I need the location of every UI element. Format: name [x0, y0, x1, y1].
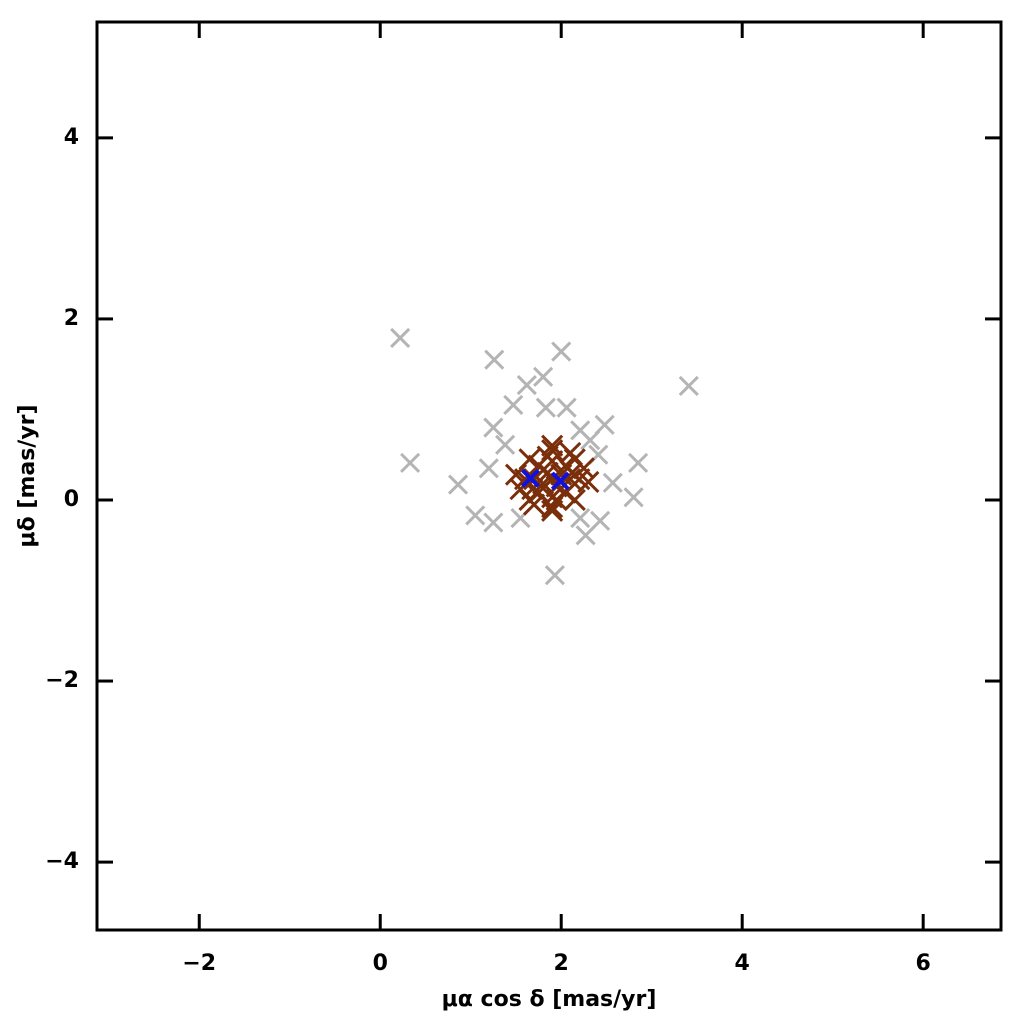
point-marker: [545, 488, 568, 512]
y-tick-label: 0: [64, 487, 79, 512]
x-tick-label: 4: [735, 951, 750, 976]
point-marker: [532, 472, 555, 495]
cross-stroke: [559, 441, 582, 464]
point-marker: [516, 374, 537, 396]
cross-stroke: [563, 488, 586, 512]
cross-stroke: [623, 487, 644, 508]
point-marker: [550, 471, 570, 491]
cross-stroke: [545, 488, 568, 512]
cross-stroke: [533, 366, 554, 387]
point-marker: [390, 327, 411, 349]
cross-stroke: [521, 478, 544, 501]
cross-stroke: [551, 341, 572, 362]
point-marker: [541, 496, 564, 519]
point-marker: [533, 366, 554, 387]
point-marker: [484, 349, 505, 370]
point-marker: [503, 394, 524, 415]
y-axis-label: μδ [mas/yr]: [15, 404, 40, 547]
point-marker: [628, 452, 649, 473]
point-marker: [580, 430, 601, 451]
y-tick-label: −2: [45, 668, 79, 693]
point-marker: [602, 472, 623, 493]
cross-stroke: [495, 434, 516, 455]
plot-frame: [95, 20, 1003, 932]
x-tick-label: −2: [182, 951, 216, 976]
point-marker: [483, 417, 504, 438]
cross-stroke: [570, 508, 591, 529]
cross-stroke: [484, 349, 505, 370]
x-tick-label: 0: [373, 951, 388, 976]
point-marker: [521, 468, 540, 488]
cross-stroke: [516, 374, 537, 396]
point-marker: [400, 452, 421, 473]
cross-stroke: [504, 463, 528, 486]
cross-stroke: [478, 458, 499, 479]
cross-stroke: [532, 472, 555, 495]
point-marker: [535, 397, 556, 418]
cross-stroke: [602, 472, 623, 493]
y-tick-label: 2: [64, 306, 79, 331]
point-marker: [570, 508, 591, 529]
point-marker: [551, 341, 572, 362]
cross-stroke: [678, 375, 699, 396]
cross-stroke: [570, 420, 591, 441]
cross-stroke: [550, 471, 570, 491]
point-marker: [465, 505, 486, 526]
point-marker: [483, 512, 504, 533]
cross-stroke: [535, 397, 556, 418]
x-tick-label: 6: [916, 951, 931, 976]
cross-stroke: [544, 565, 565, 586]
cross-stroke: [465, 505, 486, 526]
y-tick-label: 4: [64, 125, 79, 150]
cross-stroke: [536, 445, 559, 468]
cross-stroke: [556, 397, 577, 418]
cross-stroke: [447, 474, 469, 495]
cross-stroke: [628, 452, 649, 473]
cross-stroke: [483, 512, 504, 533]
point-marker: [447, 474, 469, 495]
point-marker: [575, 525, 596, 546]
point-marker: [544, 565, 565, 586]
x-axis-label: μα cos δ [mas/yr]: [442, 987, 657, 1012]
point-marker: [556, 397, 577, 418]
point-marker: [563, 488, 586, 512]
point-marker: [561, 461, 584, 484]
point-marker: [495, 434, 516, 455]
cross-stroke: [572, 457, 595, 480]
x-tick-label: 2: [554, 951, 569, 976]
cross-stroke: [483, 417, 504, 438]
cross-stroke: [577, 470, 600, 493]
cross-stroke: [390, 327, 411, 349]
cross-stroke: [580, 430, 601, 451]
cross-stroke: [503, 394, 524, 415]
point-marker: [478, 458, 499, 479]
point-marker: [577, 470, 600, 493]
cross-stroke: [561, 461, 584, 484]
point-marker: [623, 487, 644, 508]
cross-stroke: [400, 452, 421, 473]
point-marker: [536, 445, 559, 468]
cross-stroke: [575, 525, 596, 546]
point-marker: [559, 441, 582, 464]
y-tick-label: −4: [45, 849, 79, 874]
point-marker: [678, 375, 699, 396]
cross-stroke: [521, 468, 540, 488]
